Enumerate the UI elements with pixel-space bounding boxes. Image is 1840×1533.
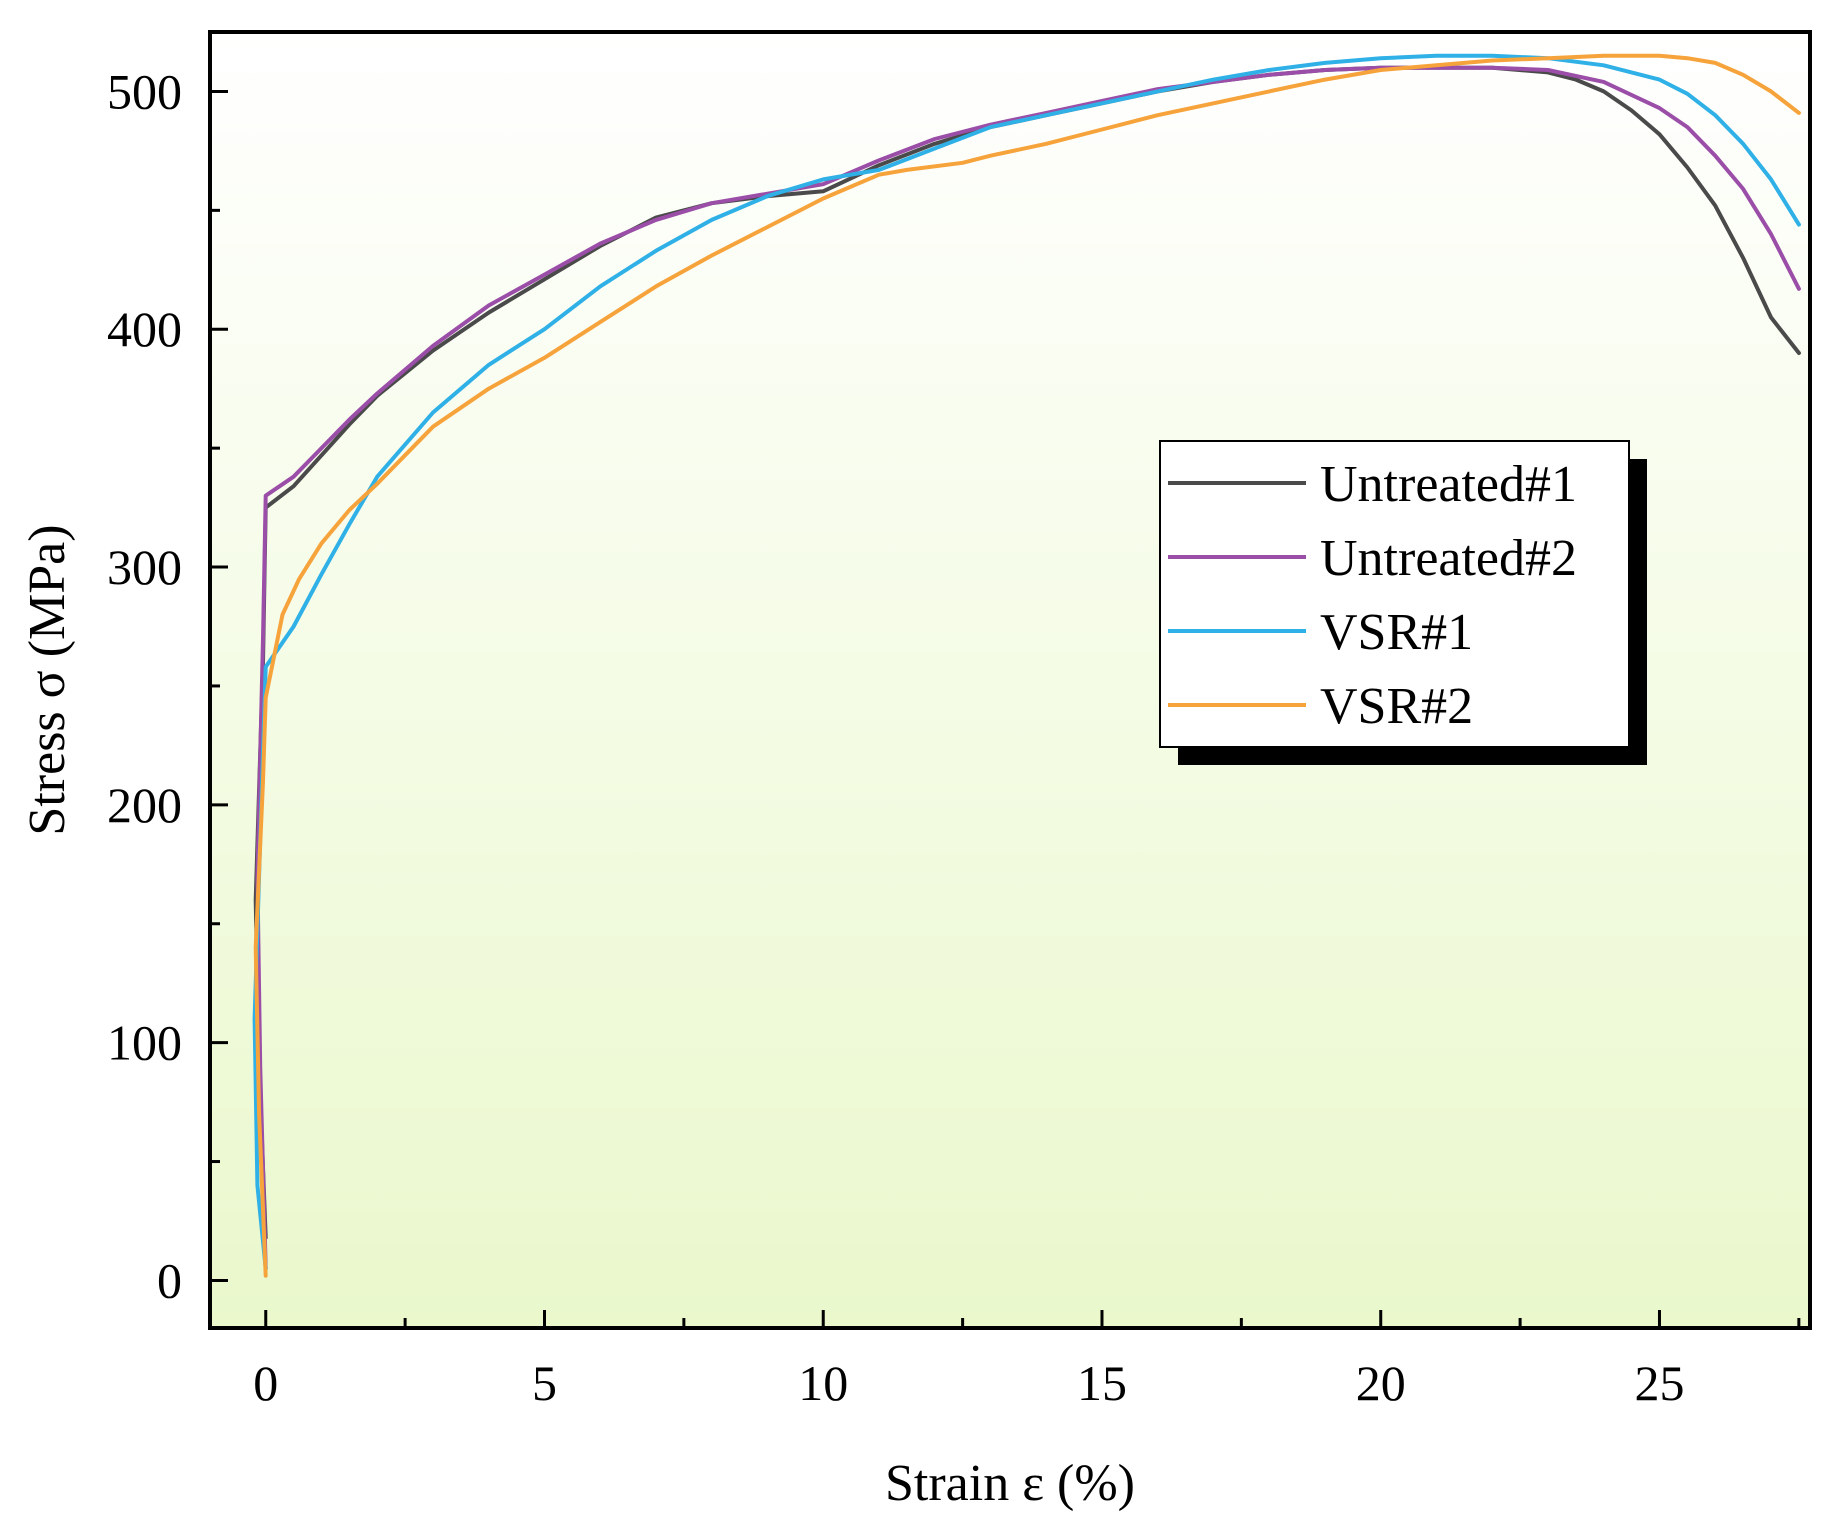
y-tick-label: 500 <box>107 63 182 119</box>
x-tick-label: 15 <box>1077 1355 1127 1411</box>
y-tick-label: 0 <box>157 1252 182 1308</box>
legend-items: Untreated#1 Untreated#2 VSR#1 VSR#2 <box>1168 456 1577 735</box>
legend-label: VSR#1 <box>1320 604 1473 661</box>
x-tick-label: 0 <box>253 1355 278 1411</box>
series-line-vsr-1 <box>252 53 1801 1271</box>
axis-ticks: 0 5 10 15 20 25 0 100 200 300 400 500 <box>107 63 1801 1411</box>
legend-label: VSR#2 <box>1320 678 1473 735</box>
legend-box <box>1159 440 1630 748</box>
legend: Untreated#1 Untreated#2 VSR#1 VSR#2 <box>1159 440 1647 765</box>
series-layer <box>252 53 1801 1278</box>
series-line-untreated-2 <box>255 65 1801 1271</box>
y-axis-title: Stress σ (MPa) <box>19 524 76 835</box>
y-tick-label: 300 <box>107 539 182 595</box>
legend-label: Untreated#1 <box>1320 456 1577 513</box>
x-axis-title: Strain ε (%) <box>885 1455 1135 1512</box>
y-tick-label: 200 <box>107 777 182 833</box>
x-tick-label: 25 <box>1634 1355 1684 1411</box>
x-tick-label: 10 <box>798 1355 848 1411</box>
x-tick-label: 5 <box>532 1355 557 1411</box>
legend-label: Untreated#2 <box>1320 530 1577 587</box>
y-tick-label: 400 <box>107 301 182 357</box>
y-tick-label: 100 <box>107 1015 182 1071</box>
x-tick-label: 20 <box>1356 1355 1406 1411</box>
plot-area-frame <box>208 30 1812 1330</box>
series-line-vsr-2 <box>253 53 1801 1278</box>
